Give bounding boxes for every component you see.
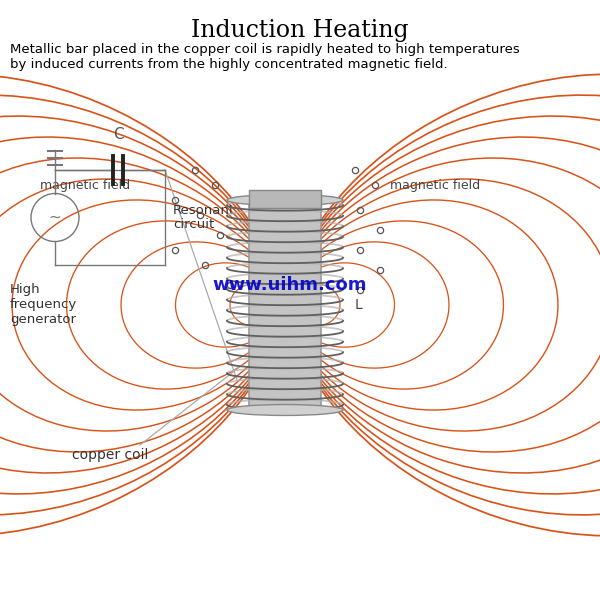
Text: magnetic field: magnetic field [40, 179, 130, 191]
Ellipse shape [227, 194, 343, 205]
Text: magnetic field: magnetic field [390, 179, 480, 191]
Text: Metallic bar placed in the copper coil is rapidly heated to high temperatures
by: Metallic bar placed in the copper coil i… [10, 43, 520, 71]
Text: L: L [355, 298, 363, 312]
Text: High
frequency
generator: High frequency generator [10, 283, 77, 326]
Bar [249, 190, 321, 208]
Ellipse shape [227, 404, 343, 415]
Text: copper coil: copper coil [72, 448, 148, 462]
Bar [249, 200, 321, 410]
Text: Resonant
circuit: Resonant circuit [173, 203, 235, 232]
Text: C: C [113, 127, 124, 142]
Text: ~: ~ [49, 210, 61, 225]
Text: Induction Heating: Induction Heating [191, 19, 409, 41]
Text: www.uihm.com: www.uihm.com [213, 276, 367, 294]
